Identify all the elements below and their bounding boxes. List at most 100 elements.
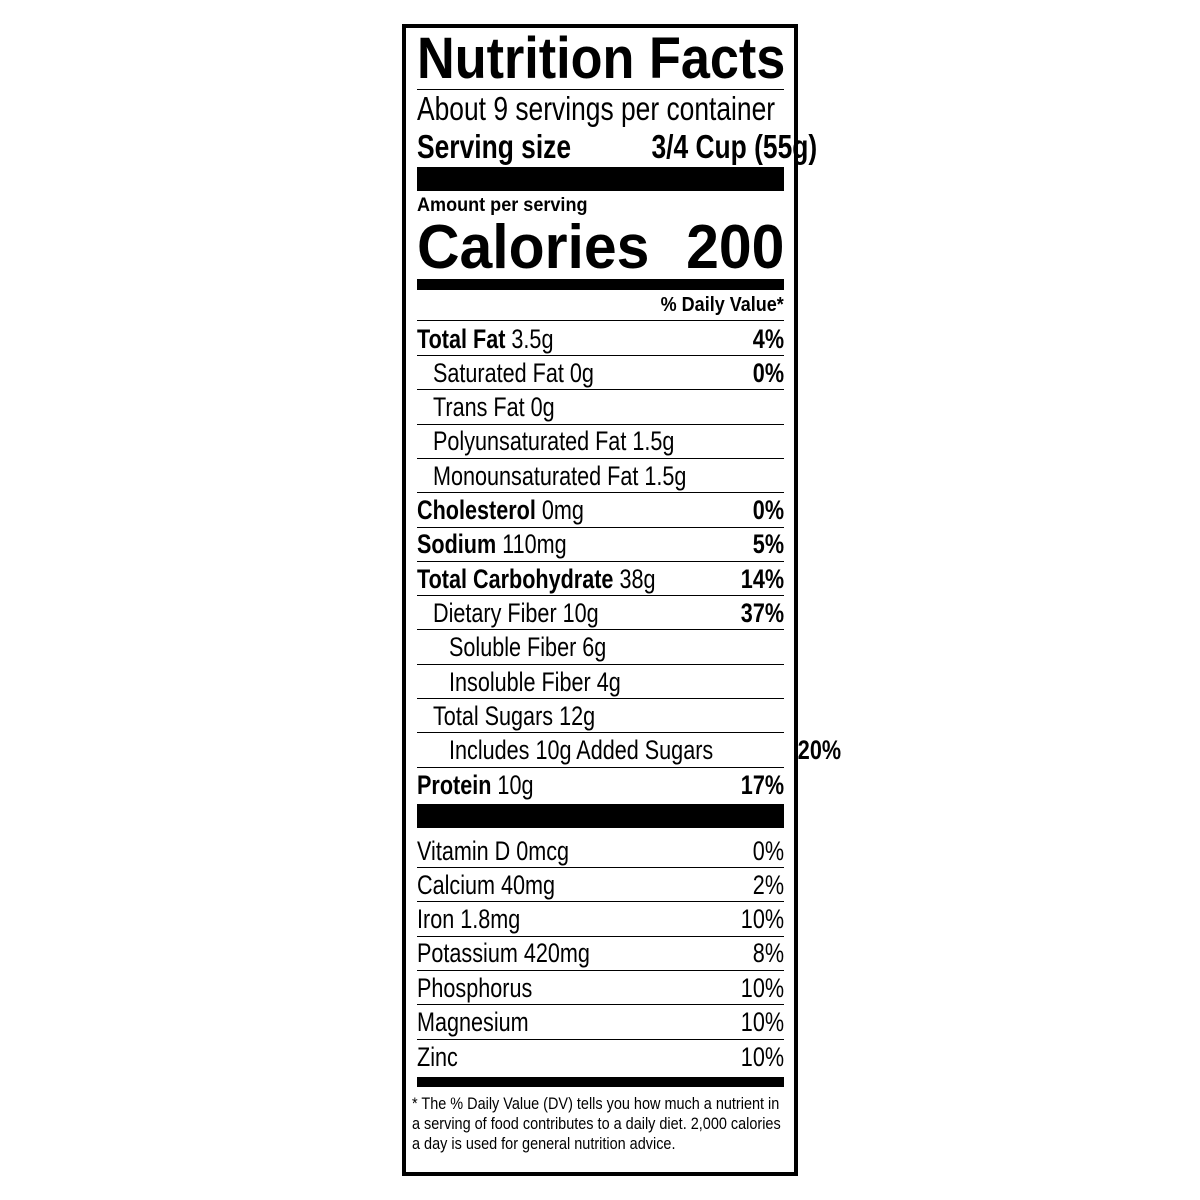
vitamin-label: Iron 1.8mg (417, 904, 521, 935)
nutrient-amount: 10g (562, 597, 599, 628)
nutrient-amount: 1.5g (632, 426, 675, 457)
nutrient-name: Soluble Fiber 6g (417, 632, 606, 662)
nutrient-daily-value: 17% (740, 769, 784, 800)
nutrient-row: Saturated Fat 0g 0% (417, 356, 784, 391)
thick-divider (417, 167, 784, 191)
nutrient-row: Soluble Fiber 6g (417, 631, 784, 665)
nutrient-label: Saturated Fat (433, 357, 564, 388)
vitamin-row: Potassium 420mg 8% (417, 937, 784, 971)
dv-header-text: % Daily Value* (660, 294, 784, 316)
nutrient-daily-value: 0% (752, 357, 784, 388)
vitamin-daily-value: 10% (740, 1007, 784, 1037)
calories-value: 200 (685, 213, 784, 282)
calories-label: Calories (417, 213, 650, 282)
nutrient-label: Polyunsaturated Fat (433, 426, 627, 457)
vitamin-label: Zinc (417, 1041, 458, 1072)
vitamin-row: Iron 1.8mg 10% (417, 903, 784, 937)
nutrient-amount: 4g (596, 666, 621, 697)
nutrient-row: Sodium 110mg 5% (417, 528, 784, 562)
nutrient-name: Total Sugars 12g (417, 701, 595, 731)
nutrient-amount: 12g (559, 700, 596, 731)
nutrient-label: Insoluble Fiber (449, 666, 591, 697)
title-text: Nutrition Facts (417, 26, 786, 91)
nutrient-daily-value: 4% (752, 323, 784, 354)
daily-value-header: % Daily Value* (417, 293, 784, 317)
medium-divider (417, 1077, 784, 1087)
vitamin-daily-value: 10% (740, 972, 784, 1003)
nutrient-row: Total Carbohydrate 38g 14% (417, 562, 784, 597)
vitamin-label: Phosphorus (417, 972, 533, 1003)
nutrient-name: Includes 10g Added Sugars (417, 735, 713, 765)
nutrient-row: Trans Fat 0g (417, 391, 784, 425)
nutrient-amount: 38g (619, 563, 656, 594)
servings-text: About 9 servings per container (417, 90, 776, 127)
nutrient-amount: 1.5g (644, 460, 687, 491)
nutrient-label: Dietary Fiber (433, 597, 557, 628)
nutrient-amount: 10g (497, 769, 534, 800)
serving-size-row: Serving size 3/4 Cup (55g) (417, 128, 817, 165)
vitamin-label: Magnesium (417, 1007, 529, 1037)
nutrient-row: Polyunsaturated Fat 1.5g (417, 425, 784, 459)
nutrient-row: Cholesterol 0mg 0% (417, 494, 784, 528)
vitamin-row: Vitamin D 0mcg 0% (417, 834, 784, 868)
amount-text: Amount per serving (417, 195, 588, 216)
calories-row: Calories 200 (417, 213, 784, 282)
nutrient-label: Sodium (417, 529, 497, 560)
nutrition-facts-label: Nutrition Facts About 9 servings per con… (402, 24, 841, 1176)
nutrient-label: Cholesterol (417, 495, 536, 525)
nutrient-name: Total Carbohydrate 38g (417, 564, 655, 594)
vitamin-daily-value: 10% (740, 904, 784, 935)
nutrient-label: Total Carbohydrate (417, 563, 614, 594)
nutrient-row: Monounsaturated Fat 1.5g (417, 459, 784, 494)
nutrient-label: Protein (417, 769, 492, 800)
nutrient-name: Insoluble Fiber 4g (417, 667, 621, 697)
thick-divider (417, 804, 784, 828)
servings-per-container: About 9 servings per container (417, 91, 784, 127)
serving-size-label: Serving size (417, 128, 572, 165)
nutrient-name: Sodium 110mg (417, 529, 567, 559)
nutrient-label: Trans Fat (433, 392, 525, 423)
vitamin-row: Calcium 40mg 2% (417, 868, 784, 903)
vitamin-daily-value: 10% (740, 1041, 784, 1072)
medium-divider (417, 279, 784, 290)
nutrient-row: Includes 10g Added Sugars 20% (417, 734, 841, 768)
nutrient-row: Total Sugars 12g (417, 699, 784, 734)
vitamin-row: Zinc 10% (417, 1040, 784, 1074)
nutrient-row: Protein 10g 17% (417, 768, 784, 802)
nutrient-amount: 0g (569, 357, 594, 388)
vitamin-row: Magnesium 10% (417, 1006, 784, 1040)
nutrient-name: Protein 10g (417, 770, 533, 800)
nutrient-daily-value: 0% (752, 495, 784, 525)
nutrient-name: Cholesterol 0mg (417, 495, 584, 525)
nutrient-name: Polyunsaturated Fat 1.5g (417, 426, 674, 456)
nutrient-name: Trans Fat 0g (417, 392, 555, 422)
nutrient-daily-value: 5% (752, 529, 784, 560)
nutrient-label: Soluble Fiber (449, 632, 577, 663)
footnote-text: * The % Daily Value (DV) tells you how m… (412, 1094, 781, 1153)
divider (417, 320, 784, 321)
nutrient-label: Monounsaturated Fat (433, 460, 639, 491)
vitamin-label: Calcium 40mg (417, 869, 556, 900)
footnote: * The % Daily Value (DV) tells you how m… (412, 1094, 792, 1154)
vitamin-daily-value: 8% (752, 938, 784, 969)
nutrient-row: Total Fat 3.5g 4% (417, 322, 784, 356)
nutrient-amount: 0g (530, 392, 555, 423)
nutrient-amount: 0mg (541, 495, 584, 525)
nutrient-amount: 110mg (502, 529, 567, 560)
nutrient-daily-value: 37% (740, 597, 784, 628)
vitamin-row: Phosphorus 10% (417, 971, 784, 1006)
nutrient-amount: 6g (582, 632, 607, 663)
vitamin-daily-value: 0% (752, 835, 784, 866)
nutrient-name: Total Fat 3.5g (417, 324, 553, 354)
nutrient-label: Includes 10g Added Sugars (449, 735, 714, 766)
nutrient-label: Total Sugars (433, 700, 554, 731)
vitamin-daily-value: 2% (752, 869, 784, 900)
nutrient-row: Insoluble Fiber 4g (417, 665, 784, 699)
nutrient-name: Dietary Fiber 10g (417, 598, 599, 628)
nutrient-name: Saturated Fat 0g (417, 358, 594, 388)
nutrient-amount: 3.5g (511, 323, 554, 354)
serving-size-value: 3/4 Cup (55g) (651, 128, 817, 165)
label-title: Nutrition Facts (417, 26, 786, 91)
nutrient-name: Monounsaturated Fat 1.5g (417, 461, 686, 491)
divider (417, 89, 784, 90)
